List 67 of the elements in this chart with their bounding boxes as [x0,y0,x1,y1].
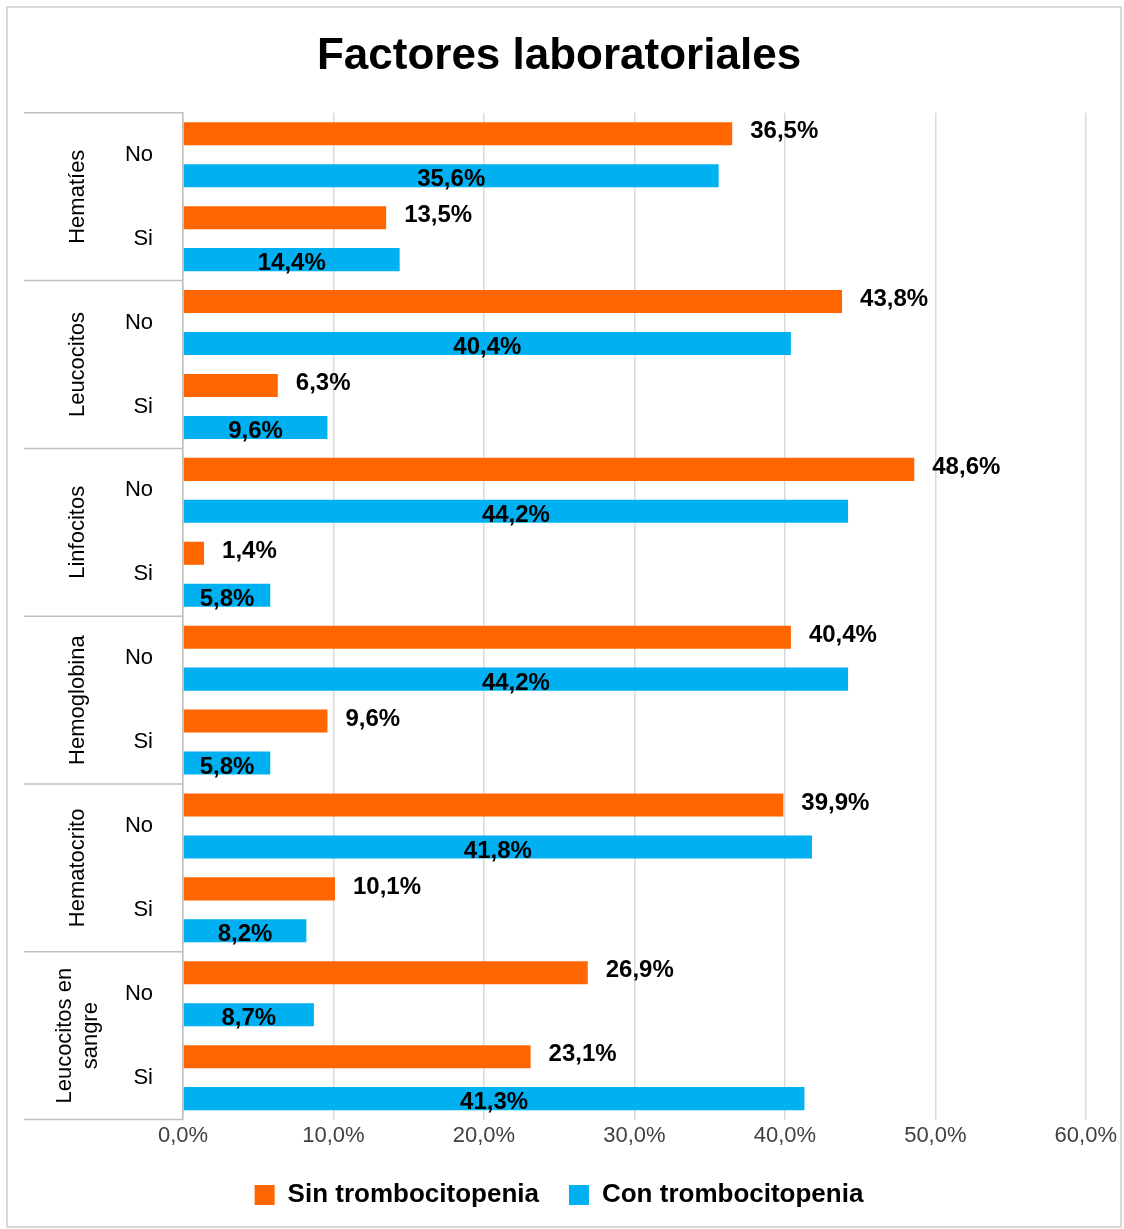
data-label: 23,1% [548,1039,617,1067]
data-label: 40,4% [453,332,522,360]
y-tick-label: Si [133,895,153,921]
y-tick-label: Si [133,728,153,754]
bar [183,1045,531,1069]
data-label: 39,9% [801,787,870,815]
data-label: 6,3% [295,368,351,396]
bar [183,206,387,230]
data-label: 26,9% [605,955,674,983]
text: Hemoglobina [64,634,90,765]
bar [183,1087,805,1111]
bar [183,457,915,481]
x-tick-label: 0,0% [157,1121,209,1147]
x-tick-label: 50,0% [904,1121,967,1147]
text: Linfocitos [64,485,90,579]
bar [183,877,335,901]
bar [183,961,588,985]
data-label: 13,5% [404,200,473,228]
legend-label: Sin trombocitopenia [287,1178,540,1209]
data-label: 40,4% [808,619,877,647]
data-label: 43,8% [860,284,929,312]
x-tick-label: 20,0% [452,1121,516,1147]
y-tick-label: No [124,476,153,502]
data-label: 5,8% [199,583,255,611]
chart-title: Factores laboratoriales [316,28,802,78]
bar [183,122,733,146]
data-label: 41,3% [460,1087,529,1115]
y-tick-label: No [124,644,153,670]
y-tick-label: No [124,979,153,1005]
bar [183,541,205,565]
legend-label: Con trombocitopenia [601,1178,864,1209]
y-tick-label: Si [133,560,153,586]
data-label: 41,8% [463,835,532,863]
y-tick-label: No [124,140,153,166]
data-label: 8,2% [217,919,273,947]
x-tick-label: 10,0% [302,1121,365,1147]
bar [183,290,843,314]
data-label: 44,2% [481,667,550,695]
text: Hematocrito [64,808,90,928]
data-label: 35,6% [417,164,486,192]
data-label: 14,4% [257,248,326,276]
data-label: 36,5% [750,116,819,144]
data-label: 1,4% [222,535,277,563]
bar [183,709,328,733]
text: Leucocitos en sangre [51,967,103,1104]
x-tick-label: 40,0% [753,1121,817,1147]
data-label: 10,1% [352,871,422,899]
y-tick-label: Si [133,392,153,418]
y-tick-label: Si [133,224,153,250]
x-tick-label: 30,0% [603,1121,666,1147]
data-label: 5,8% [199,751,255,779]
bar [183,164,719,188]
bar [183,625,791,649]
text: Leucocitos [64,311,90,418]
text: Hematíes [64,149,90,244]
y-tick-label: No [124,812,153,838]
y-tick-label: Si [133,1063,153,1089]
data-label: 9,6% [345,703,401,731]
bar [183,331,791,356]
bar [183,793,784,817]
data-label: 8,7% [221,1003,277,1031]
data-label: 9,6% [228,416,283,444]
x-tick-label: 60,0% [1054,1121,1118,1147]
data-label: 48,6% [932,452,1001,479]
bar [183,373,278,398]
data-label: 44,2% [481,499,550,527]
y-tick-label: No [124,308,153,334]
